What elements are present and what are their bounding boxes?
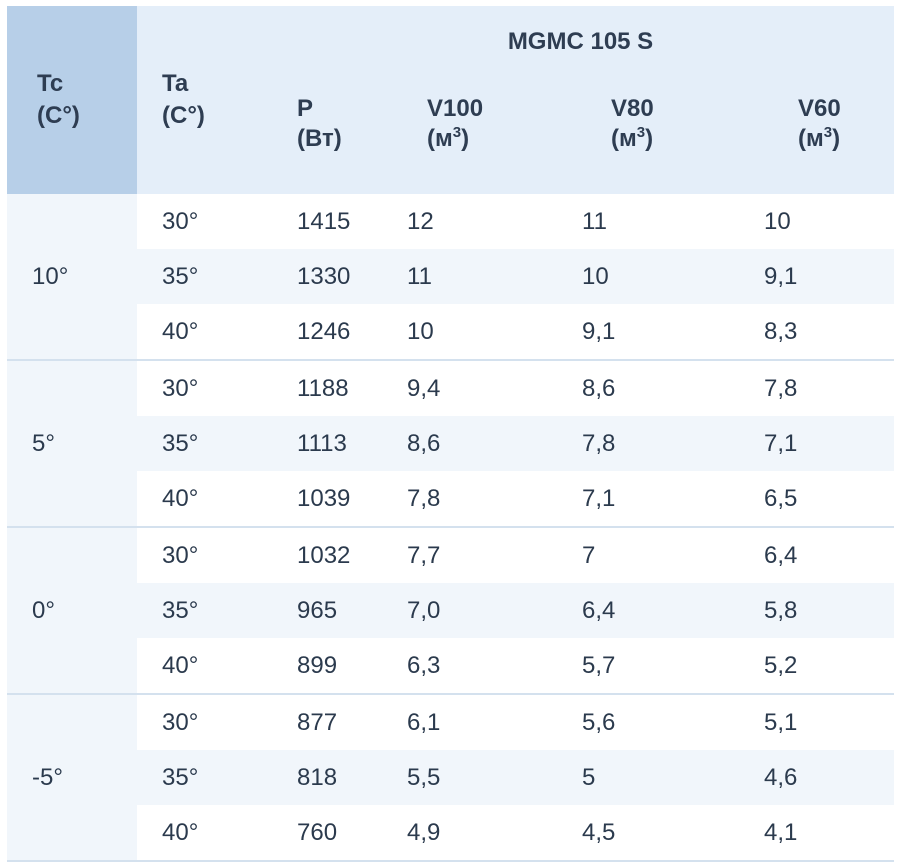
cell-tc: 0°	[7, 527, 137, 695]
table-row: 35° 1113 8,6 7,8 7,1	[7, 416, 894, 471]
cell-v60: 8,3	[732, 304, 894, 361]
header-v100: V100 (м3)	[387, 80, 567, 194]
cell-ta: 30°	[137, 194, 267, 249]
cell-v60: 9,1	[732, 249, 894, 304]
cell-ta: 40°	[137, 471, 267, 528]
table-row: 40° 760 4,9 4,5 4,1	[7, 805, 894, 862]
header-v80: V80 (м3)	[567, 80, 732, 194]
cell-p: 1246	[267, 304, 387, 361]
cell-v80: 8,6	[567, 360, 732, 416]
cell-v100: 7,7	[387, 527, 567, 583]
cell-p: 1113	[267, 416, 387, 471]
cell-v60: 6,5	[732, 471, 894, 528]
cell-v60: 6,4	[732, 527, 894, 583]
performance-table: Tc (C°) Ta (C°) MGMC 105 S P (Вт) V100 (…	[7, 6, 894, 862]
cell-v100: 8,6	[387, 416, 567, 471]
cell-ta: 35°	[137, 249, 267, 304]
cell-v100: 12	[387, 194, 567, 249]
cell-v80: 5	[567, 750, 732, 805]
cell-v80: 9,1	[567, 304, 732, 361]
table-row: 35° 818 5,5 5 4,6	[7, 750, 894, 805]
cell-p: 965	[267, 583, 387, 638]
cell-p: 1032	[267, 527, 387, 583]
header-tc-unit: (C°)	[37, 102, 80, 129]
cell-v80: 6,4	[567, 583, 732, 638]
cell-tc: 5°	[7, 360, 137, 528]
cell-v60: 5,1	[732, 694, 894, 750]
cell-v60: 10	[732, 194, 894, 249]
header-v60: V60 (м3)	[732, 80, 894, 194]
header-tc-label: Tc	[37, 70, 64, 97]
cell-v100: 11	[387, 249, 567, 304]
cell-ta: 40°	[137, 805, 267, 862]
cell-ta: 40°	[137, 638, 267, 695]
cell-ta: 35°	[137, 583, 267, 638]
cell-p: 899	[267, 638, 387, 695]
cell-v80: 7	[567, 527, 732, 583]
cell-ta: 40°	[137, 304, 267, 361]
cell-tc: -5°	[7, 694, 137, 862]
cell-v80: 10	[567, 249, 732, 304]
cell-v100: 6,1	[387, 694, 567, 750]
cell-v60: 4,6	[732, 750, 894, 805]
cell-v100: 5,5	[387, 750, 567, 805]
cell-v100: 6,3	[387, 638, 567, 695]
cell-p: 1415	[267, 194, 387, 249]
header-v80-label: V80	[611, 95, 654, 122]
cell-v60: 7,8	[732, 360, 894, 416]
header-v100-unit: (м3)	[427, 124, 470, 152]
header-p: P (Вт)	[267, 80, 387, 194]
cell-v100: 10	[387, 304, 567, 361]
table-row: 35° 1330 11 10 9,1	[7, 249, 894, 304]
cell-ta: 35°	[137, 416, 267, 471]
cell-tc: 10°	[7, 194, 137, 361]
cell-v80: 7,8	[567, 416, 732, 471]
cell-p: 877	[267, 694, 387, 750]
header-ta-unit: (C°)	[162, 102, 205, 129]
performance-table-container: Tc (C°) Ta (C°) MGMC 105 S P (Вт) V100 (…	[7, 6, 894, 862]
cell-v80: 5,6	[567, 694, 732, 750]
table-row: 10° 30° 1415 12 11 10	[7, 194, 894, 361]
table-row: -5° 30° 877 6,1 5,6 5,1	[7, 694, 894, 862]
table-row: 40° 1039 7,8 7,1 6,5	[7, 471, 894, 528]
cell-v60: 7,1	[732, 416, 894, 471]
header-v60-unit: (м3)	[798, 124, 841, 152]
cell-p: 1039	[267, 471, 387, 528]
header-model: MGMC 105 S	[267, 6, 894, 80]
cell-p: 1188	[267, 360, 387, 416]
header-v60-label: V60	[798, 95, 841, 122]
cell-ta: 30°	[137, 694, 267, 750]
header-ta-label: Ta	[162, 70, 189, 97]
cell-ta: 30°	[137, 360, 267, 416]
table-row: 35° 965 7,0 6,4 5,8	[7, 583, 894, 638]
cell-ta: 35°	[137, 750, 267, 805]
table-body: 10° 30° 1415 12 11 10 35° 1330 11 10 9,1 40° 1246 10 9…	[7, 194, 894, 862]
header-v80-unit: (м3)	[611, 124, 654, 152]
header-ta: Ta (C°)	[137, 6, 267, 194]
cell-v100: 7,8	[387, 471, 567, 528]
cell-v60: 4,1	[732, 805, 894, 862]
header-v100-label: V100	[427, 95, 484, 122]
cell-v80: 5,7	[567, 638, 732, 695]
cell-v60: 5,2	[732, 638, 894, 695]
table-row: 0° 30° 1032 7,7 7 6,4	[7, 527, 894, 695]
cell-p: 760	[267, 805, 387, 862]
header-p-label: P	[297, 95, 314, 122]
cell-v60: 5,8	[732, 583, 894, 638]
header-p-unit: (Вт)	[297, 125, 342, 152]
cell-p: 1330	[267, 249, 387, 304]
table-header: Tc (C°) Ta (C°) MGMC 105 S P (Вт) V100 (…	[7, 6, 894, 194]
cell-v80: 11	[567, 194, 732, 249]
cell-v100: 9,4	[387, 360, 567, 416]
cell-ta: 30°	[137, 527, 267, 583]
header-tc: Tc (C°)	[7, 6, 137, 194]
cell-v100: 4,9	[387, 805, 567, 862]
table-row: 40° 899 6,3 5,7 5,2	[7, 638, 894, 695]
table-row: 5° 30° 1188 9,4 8,6 7,8	[7, 360, 894, 528]
table-row: 40° 1246 10 9,1 8,3	[7, 304, 894, 361]
cell-v80: 4,5	[567, 805, 732, 862]
cell-p: 818	[267, 750, 387, 805]
cell-v100: 7,0	[387, 583, 567, 638]
cell-v80: 7,1	[567, 471, 732, 528]
